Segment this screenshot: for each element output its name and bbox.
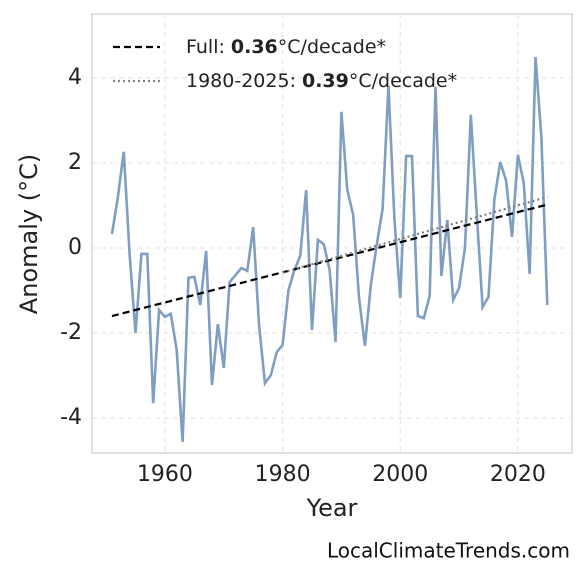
- series-line: [282, 195, 548, 274]
- y-tick-label: 4: [68, 65, 82, 90]
- legend-label-part: Full:: [186, 36, 225, 58]
- footer: LocalClimateTrends.com: [327, 539, 570, 563]
- plot-frame: [91, 13, 573, 454]
- legend-label-part: °C/decade*: [278, 36, 386, 58]
- y-tick-label: 0: [68, 235, 82, 260]
- legend-label-part: 0.36: [231, 36, 278, 58]
- y-tick-label: -2: [60, 320, 82, 345]
- legend-label: Full: 0.36°C/decade*: [186, 36, 386, 58]
- x-axis-label: Year: [306, 494, 358, 522]
- y-axis-label: Anomaly (°C): [15, 154, 43, 314]
- y-tick-label: 2: [68, 150, 82, 175]
- series-line: [111, 203, 548, 318]
- legend-label-part: 1980-2025:: [186, 70, 296, 92]
- x-tick-label: 2000: [372, 462, 428, 487]
- legend-label-part: 0.39: [302, 70, 349, 92]
- legend-label-part: °C/decade*: [349, 70, 457, 92]
- series-line: [110, 56, 549, 443]
- x-tick-label: 1960: [137, 462, 193, 487]
- x-tick-label: 2020: [490, 462, 546, 487]
- x-tick-label: 1980: [255, 462, 311, 487]
- y-tick-label: -4: [60, 405, 82, 430]
- legend-label: 1980-2025: 0.39°C/decade*: [186, 70, 457, 92]
